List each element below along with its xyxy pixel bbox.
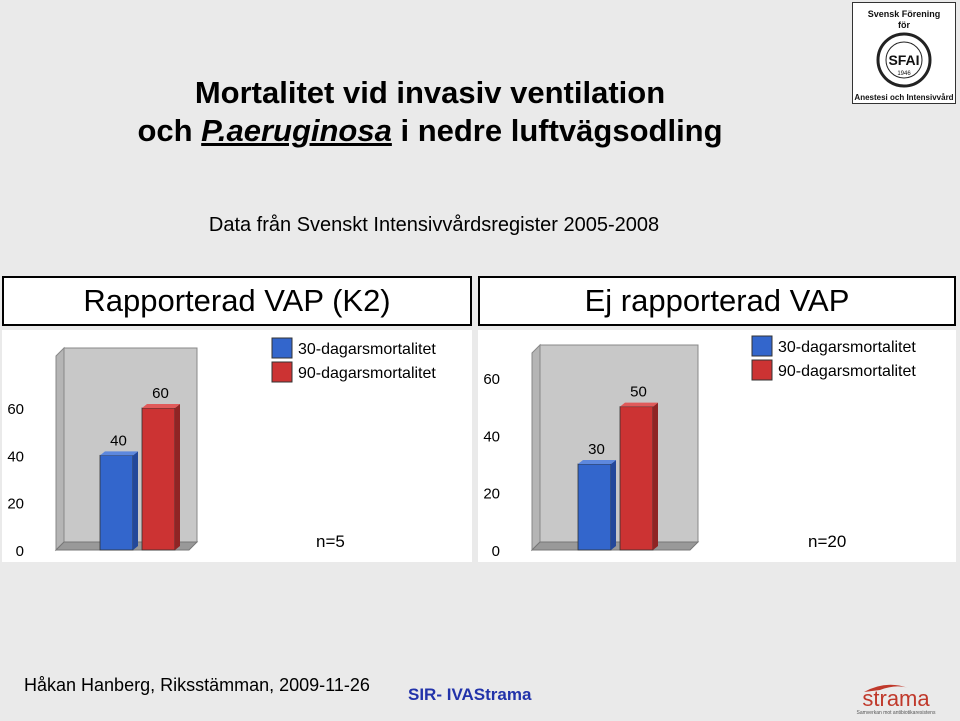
- bar-30d: [577, 463, 612, 551]
- chart-panel-reported: 0 20 40 60 40 60 30-dagarsmortalitet 90-dagarsm…: [2, 330, 472, 562]
- bar-90d: [619, 406, 654, 551]
- subtitle: Data från Svenskt Intensivvårdsregister …: [208, 214, 660, 236]
- logo-seal: SFAI: [888, 52, 919, 68]
- y-tick-label: 20: [483, 486, 500, 503]
- strama-logo: strama Samverkan mot antibiotikaresisten…: [846, 678, 946, 716]
- legend-label: 90-dagarsmortalitet: [298, 365, 436, 382]
- legend-swatch: [751, 335, 773, 357]
- bar-side: [611, 460, 616, 550]
- chart-panel-not-reported: 0 20 40 60 30 50 30-dagarsmortalitet 90-dagarsm…: [478, 330, 956, 562]
- bar-top: [100, 451, 138, 456]
- strama-logo-sub: Samverkan mot antibiotikaresistens: [857, 710, 936, 716]
- logo-line2: för: [898, 20, 910, 30]
- bar-value-label: 50: [630, 384, 647, 401]
- chart-back-wall: [539, 344, 699, 543]
- legend-label: 90-dagarsmortalitet: [778, 363, 916, 380]
- bar-value-label: 60: [152, 385, 169, 402]
- n-label-not-reported: n=20: [808, 532, 847, 551]
- logo-year: 1946: [897, 71, 911, 77]
- legend-swatch: [271, 337, 293, 359]
- bar-value-label: 40: [110, 432, 127, 449]
- chart-side-wall: [531, 343, 541, 552]
- chart-not-reported-vap: 0 20 40 60 30 50 30-dagarsmortalitet 90-dagarsm…: [483, 335, 916, 560]
- y-tick-label: 60: [483, 371, 500, 388]
- title-organism: P.aeruginosa: [201, 113, 392, 148]
- y-tick-label: 40: [483, 428, 500, 445]
- legend-swatch: [271, 361, 293, 383]
- chart-side-wall: [55, 346, 65, 552]
- chart-reported-vap: 0 20 40 60 40 60 30-dagarsmortalitet 90-dagarsm…: [7, 337, 436, 560]
- slide-title-line2: och P.aeruginosa i nedre luftvägsodling: [0, 112, 860, 150]
- panel-title-not-reported-vap: Ej rapporterad VAP: [478, 276, 956, 326]
- bar-top: [578, 460, 616, 464]
- logo-caption: Anestesi och Intensivvård: [854, 93, 953, 102]
- y-tick-label: 0: [16, 543, 24, 560]
- y-tick-label: 60: [7, 401, 24, 418]
- slide-title-line1: Mortalitet vid invasiv ventilation: [194, 75, 666, 110]
- logo-line1: Svensk Förening: [868, 9, 941, 19]
- bar-side: [175, 404, 180, 550]
- y-tick-label: 40: [7, 448, 24, 465]
- bar-side: [653, 402, 658, 550]
- strama-logo-text: strama: [862, 686, 930, 711]
- legend-swatch: [751, 359, 773, 381]
- legend-label: 30-dagarsmortalitet: [298, 341, 436, 358]
- n-label-reported: n=5: [316, 532, 345, 551]
- title-suffix: i nedre luftvägsodling: [391, 113, 723, 148]
- y-tick-label: 20: [7, 496, 24, 513]
- bar-30d: [99, 454, 134, 551]
- bar-side: [133, 451, 138, 550]
- bar-top: [142, 404, 180, 408]
- footer-author: Håkan Hanberg, Riksstämman, 2009-11-26: [24, 675, 370, 695]
- bar-value-label: 30: [588, 441, 605, 458]
- title-prefix: och: [137, 113, 202, 148]
- sfai-logo: Svensk Förening för SFAI 1946 Anestesi o…: [852, 2, 956, 104]
- bar-90d: [141, 407, 176, 551]
- legend-label: 30-dagarsmortalitet: [778, 339, 916, 356]
- bar-top: [620, 402, 658, 407]
- panel-title-reported-vap: Rapporterad VAP (K2): [2, 276, 472, 326]
- footer-center: SIR- IVAStrama: [408, 685, 532, 704]
- y-tick-label: 0: [492, 543, 500, 560]
